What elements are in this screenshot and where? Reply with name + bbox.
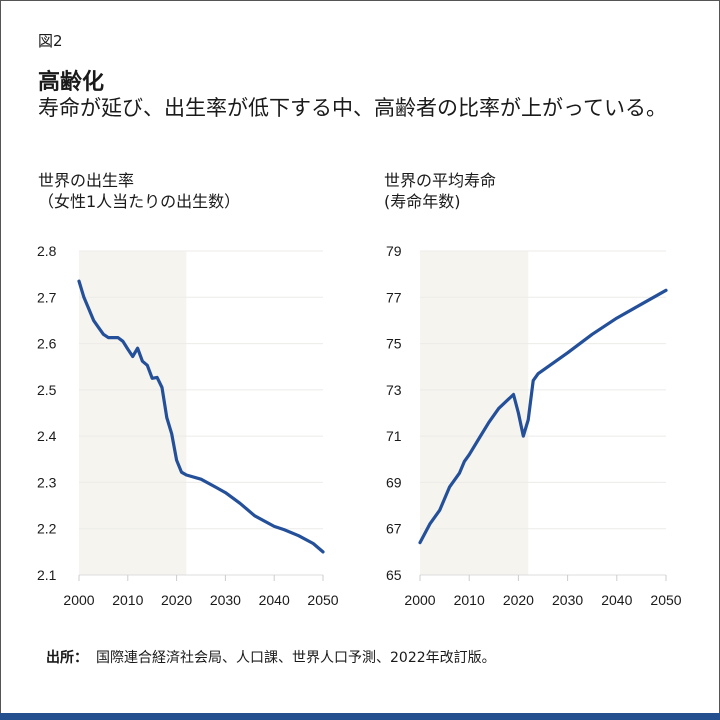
y-tick-label: 2.3 [37,474,57,490]
y-tick-label: 73 [386,382,402,398]
x-tick-label: 2050 [307,592,338,608]
figure-title: 高齢化 [38,70,105,95]
y-tick-label: 75 [386,336,402,352]
historical-shaded-region [420,251,529,575]
data-series-line [418,288,668,545]
life-expectancy-chart: 65 67 69 71 73 75 77 79 2000 2010 2020 2030 2040 2050 [386,243,682,608]
x-tick-label: 2010 [112,592,143,608]
y-tick-label: 65 [386,567,402,583]
x-tick-label: 2050 [650,592,681,608]
source-label: 出所： [46,650,88,666]
x-tick-label: 2020 [161,592,192,608]
x-tick-label: 2010 [454,592,485,608]
source-note: 出所： 国際連合経済社会局、人口課、世界人口予測、2022年改訂版。 [46,647,496,667]
y-tick-label: 2.1 [37,567,57,583]
x-tick-label: 2040 [601,592,632,608]
y-tick-label: 2.2 [37,521,57,537]
y-tick-label: 69 [386,474,402,490]
chart-title-fertility: 世界の出生率 （女性1人当たりの出生数） [38,171,241,211]
x-tick-label: 2040 [259,592,290,608]
x-tick-label: 2000 [63,592,94,608]
y-tick-label: 2.4 [37,428,57,444]
source-text: 国際連合経済社会局、人口課、世界人口予測、2022年改訂版。 [96,650,496,666]
x-tick-label: 2030 [210,592,241,608]
y-tick-label: 79 [386,243,402,259]
x-tick-label: 2000 [404,592,435,608]
x-tick-label: 2030 [552,592,583,608]
fertility-chart: 2.1 2.2 2.3 2.4 2.5 2.6 2.7 2.8 2000 2010 2020 2030… [37,243,339,608]
y-tick-label: 2.5 [37,382,57,398]
chart-title-life-expectancy: 世界の平均寿命 (寿命年数) [384,171,497,211]
figure-subtitle: 寿命が延び、出生率が低下する中、高齢者の比率が上がっている。 [38,96,667,120]
y-tick-label: 2.6 [37,336,57,352]
x-tick-label: 2020 [503,592,534,608]
figure-label: 図2 [38,32,63,50]
y-tick-label: 2.8 [37,243,57,259]
y-tick-label: 77 [386,289,402,305]
bottom-accent-bar [0,713,720,720]
y-tick-label: 2.7 [37,289,57,305]
historical-shaded-region [79,251,187,575]
y-tick-label: 67 [386,521,402,537]
y-tick-label: 71 [386,428,402,444]
